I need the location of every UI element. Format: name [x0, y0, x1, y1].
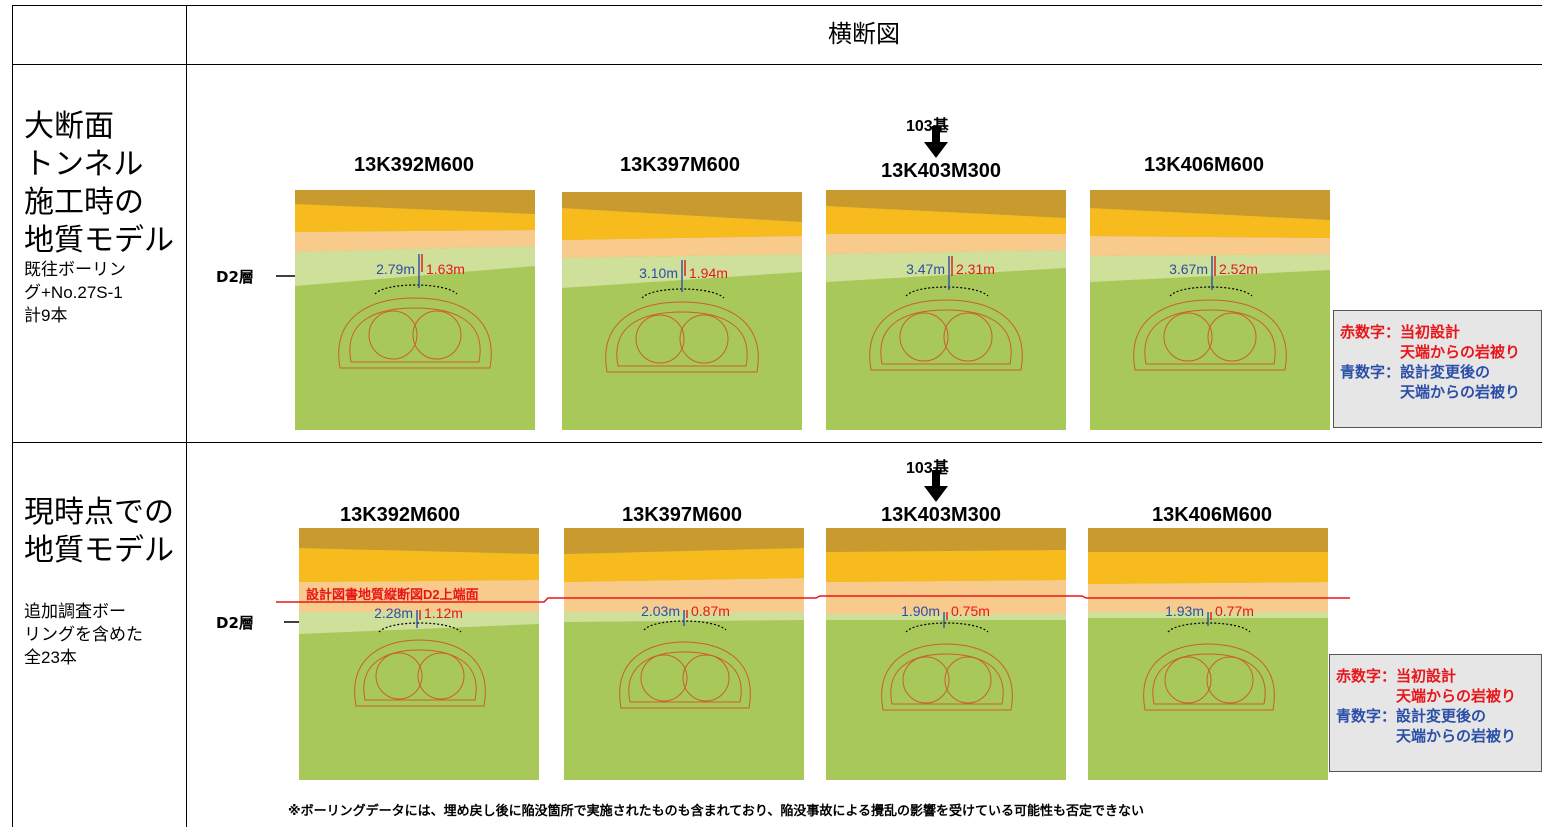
- row2-station-4: 13K406M600: [1151, 504, 1273, 526]
- row1-label-line: トンネル: [24, 148, 144, 181]
- blue-cover-value: 3.10m: [639, 265, 678, 281]
- header-row-divider: [12, 64, 1542, 65]
- row1-legend: 赤数字：当初設計 天端からの岩被り 青数字：設計変更後の 天端からの岩被り: [1333, 310, 1542, 428]
- table-column-divider: [186, 5, 187, 827]
- red-cover-value: 2.31m: [956, 261, 995, 277]
- row1-sublabel-line: 計9本: [24, 306, 68, 325]
- blue-cover-value: 2.03m: [641, 603, 680, 619]
- d2-top-red-line: [276, 595, 1350, 603]
- light-green-layer: [295, 246, 535, 286]
- blue-cover-value: 3.67m: [1169, 261, 1208, 277]
- row1-label-line: 施工時の: [24, 186, 144, 219]
- page-title: 横断図: [828, 21, 900, 48]
- blue-cover-value: 1.90m: [901, 603, 940, 619]
- row2-d2-label: D2層: [216, 614, 254, 632]
- blue-cover-value: 1.93m: [1165, 603, 1204, 619]
- legend-blue-sub: 天端からの岩被り: [1396, 728, 1517, 745]
- row2-station-1: 13K392M600: [339, 504, 461, 526]
- row2-sublabel: 追加調査ボー リングを含めた 全23本: [24, 600, 143, 669]
- row1-station-2: 13K397M600: [619, 154, 741, 176]
- row2-station-2: 13K397M600: [621, 504, 743, 526]
- blue-cover-value: 3.47m: [906, 261, 945, 277]
- row1-sublabel: 既往ボーリン グ+No.27S-1 計9本: [24, 258, 126, 327]
- red-cover-value: 0.87m: [691, 603, 730, 619]
- table-top-border-right: [412, 5, 1542, 6]
- row2-sublabel-line: リングを含めた: [24, 625, 143, 644]
- legend-blue-sub: 天端からの岩被り: [1400, 384, 1521, 401]
- row2-station-3: 13K403M300: [880, 504, 1002, 526]
- red-cover-value: 0.75m: [951, 603, 990, 619]
- blue-cover-value: 2.28m: [374, 605, 413, 621]
- legend-blue-title: 青数字：設計変更後の: [1336, 708, 1487, 725]
- legend-red-title: 赤数字：当初設計: [1336, 668, 1457, 685]
- row2-section-3: 1.90m 0.75m: [826, 528, 1066, 780]
- row2-sublabel-line: 追加調査ボー: [24, 602, 126, 621]
- yellow-layer: [295, 204, 535, 232]
- row1-label: 大断面 トンネル 施工時の 地質モデル: [24, 108, 174, 260]
- row2-label: 現時点での 地質モデル: [24, 494, 174, 570]
- row2-legend: 赤数字：当初設計 天端からの岩被り 青数字：設計変更後の 天端からの岩被り: [1329, 654, 1542, 772]
- red-cover-value: 0.77m: [1215, 603, 1254, 619]
- row1-section-4: 3.67m 2.52m: [1090, 190, 1330, 430]
- legend-red-title: 赤数字：当初設計: [1340, 324, 1461, 341]
- row1-section-2: 3.10m 1.94m: [562, 192, 802, 430]
- row2-down-arrow-icon: [924, 470, 948, 502]
- legend-red-sub: 天端からの岩被り: [1396, 688, 1517, 705]
- red-cover-value: 1.12m: [424, 605, 463, 621]
- legend-red-sub: 天端からの岩被り: [1400, 344, 1521, 361]
- d2-top-red-line-label: 設計図書地質縦断図D2上端面: [306, 587, 479, 602]
- row1-station-1: 13K392M600: [353, 154, 475, 176]
- table-top-border: [12, 5, 412, 6]
- dark-layer: [295, 190, 535, 214]
- row1-sublabel-line: 既往ボーリン: [24, 260, 126, 279]
- red-cover-value: 2.52m: [1219, 261, 1258, 277]
- row2-sublabel-line: 全23本: [24, 648, 77, 667]
- red-cover-value: 1.63m: [426, 261, 465, 277]
- table-left-border: [12, 5, 13, 827]
- row1-sublabel-line: グ+No.27S-1: [24, 283, 123, 302]
- row1-station-4: 13K406M600: [1143, 154, 1265, 176]
- row2-label-line: 現時点での: [24, 496, 174, 529]
- row2-section-2: 2.03m 0.87m: [564, 528, 804, 780]
- footnote: ※ボーリングデータには、埋め戻し後に陥没箇所で実施されたものも含まれており、陥没…: [288, 803, 1144, 818]
- legend-blue-title: 青数字：設計変更後の: [1340, 364, 1491, 381]
- row1-section-3: 3.47m 2.31m: [826, 190, 1066, 430]
- row1-down-arrow-icon: [924, 126, 948, 158]
- row-divider: [12, 442, 1542, 443]
- row1-section-1: 2.79m 1.63m: [295, 190, 535, 430]
- row1-d2-label: D2層: [216, 268, 254, 286]
- red-cover-value: 1.94m: [689, 265, 728, 281]
- row1-station-3: 13K403M300: [880, 160, 1002, 182]
- row1-label-line: 地質モデル: [24, 224, 174, 257]
- row2-label-line: 地質モデル: [24, 534, 174, 567]
- orange-layer: [295, 230, 535, 252]
- blue-cover-value: 2.79m: [376, 261, 415, 277]
- row2-section-4: 1.93m 0.77m: [1088, 528, 1328, 780]
- row1-label-line: 大断面: [24, 110, 114, 143]
- row2-section-1: 2.28m 1.12m: [299, 528, 539, 780]
